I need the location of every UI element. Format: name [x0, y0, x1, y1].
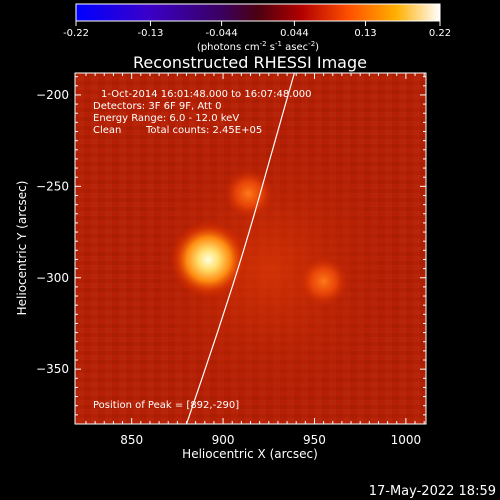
colorbar-tick-label: -0.044: [205, 28, 237, 39]
total-counts-text: Total counts: 2.45E+05: [145, 125, 262, 136]
colorbar-unit-label: (photons cm-2 s-1 asec-2): [197, 40, 319, 53]
colorbar-tick-label: 0.13: [354, 28, 376, 39]
y-tick-label: −250: [36, 179, 69, 193]
colorbar-ticks: -0.22 -0.13 -0.044 0.044 0.13 0.22: [63, 21, 451, 39]
x-tick-label: 900: [212, 433, 235, 447]
plot-area: [75, 73, 426, 424]
x-axis-label: Heliocentric X (arcsec): [182, 447, 318, 461]
diffuse-glow: [130, 120, 410, 420]
sources: [168, 167, 350, 308]
source-blob: [168, 219, 249, 300]
plot-title: Reconstructed RHESSI Image: [133, 53, 367, 72]
colorbar-tick-label: -0.13: [138, 28, 164, 39]
annotations: 1-Oct-2014 16:01:48.000 to 16:07:48.000 …: [93, 89, 312, 411]
source-blob: [297, 255, 350, 308]
colorbar-tick-label: 0.22: [429, 28, 451, 39]
x-tick-label: 1000: [391, 433, 422, 447]
algorithm-text: Clean: [93, 125, 121, 136]
colorbar-gradient: [75, 3, 441, 22]
energy-range-text: Energy Range: 6.0 - 12.0 keV: [93, 113, 239, 124]
y-axis-label: Heliocentric Y (arcsec): [15, 181, 29, 316]
x-tick-label: 950: [303, 433, 326, 447]
y-axis-ticks: −200 −250 −300 −350: [36, 76, 426, 416]
x-tick-label: 850: [120, 433, 143, 447]
colorbar-tick-label: -0.22: [63, 28, 89, 39]
footer-date: 17-May-2022 18:59: [369, 484, 496, 499]
y-tick-label: −350: [36, 362, 69, 376]
y-tick-label: −300: [36, 271, 69, 285]
colorbar: -0.22 -0.13 -0.044 0.044 0.13 0.22 (photons c…: [63, 3, 451, 53]
time-range-text: 1-Oct-2014 16:01:48.000 to 16:07:48.000: [101, 89, 312, 100]
source-blob: [222, 167, 275, 220]
x-axis-ticks: 850 900 950 1000: [85, 73, 425, 447]
detectors-text: Detectors: 3F 6F 9F, Att 0: [93, 101, 221, 112]
y-tick-label: −200: [36, 88, 69, 102]
colorbar-tick-label: 0.044: [280, 28, 309, 39]
solar-limb-line: [185, 73, 295, 424]
peak-position-text: Position of Peak = [892,-290]: [93, 400, 239, 411]
